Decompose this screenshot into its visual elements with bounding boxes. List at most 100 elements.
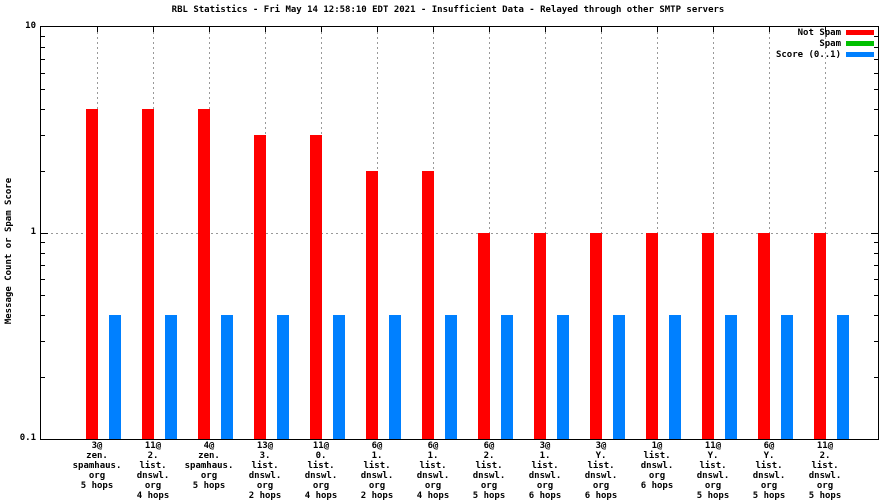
x-category-label: 6@ 2. list. dnswl. org 5 hops bbox=[472, 441, 506, 501]
x-tic-top bbox=[657, 27, 658, 32]
y-tick-label: 0.1 bbox=[19, 433, 36, 443]
x-category-label: 3@ zen. spamhaus. org 5 hops bbox=[72, 441, 122, 491]
bar-score-0-1- bbox=[221, 315, 233, 439]
y-tic-minor bbox=[41, 253, 45, 254]
legend-row: Not Spam bbox=[776, 27, 874, 38]
bar-not-spam bbox=[814, 233, 826, 439]
y-tic-minor bbox=[41, 89, 45, 90]
bar-not-spam bbox=[758, 233, 770, 439]
x-category-label: 11@ Y. list. dnswl. org 5 hops bbox=[696, 441, 730, 501]
bar-score-0-1- bbox=[109, 315, 121, 439]
x-category-label: 1@ list. dnswl. org 6 hops bbox=[640, 441, 674, 491]
y-tic-minor bbox=[874, 279, 878, 280]
legend-row: Spam bbox=[776, 38, 874, 49]
bar-not-spam bbox=[702, 233, 714, 439]
bar-not-spam bbox=[254, 135, 266, 439]
legend-label: Spam bbox=[819, 38, 841, 49]
x-tic-top bbox=[97, 27, 98, 32]
x-tic-top bbox=[601, 27, 602, 32]
y-tic-minor bbox=[41, 295, 45, 296]
legend-swatch bbox=[846, 30, 874, 35]
x-tic-top bbox=[321, 27, 322, 32]
bar-score-0-1- bbox=[501, 315, 513, 439]
bar-score-0-1- bbox=[613, 315, 625, 439]
y-tic-minor bbox=[874, 89, 878, 90]
bar-score-0-1- bbox=[837, 315, 849, 439]
bar-score-0-1- bbox=[165, 315, 177, 439]
y-tic-minor bbox=[874, 341, 878, 342]
x-category-label: 4@ zen. spamhaus. org 5 hops bbox=[184, 441, 234, 491]
y-tic-minor bbox=[874, 265, 878, 266]
y-tic-minor bbox=[874, 135, 878, 136]
bar-not-spam bbox=[422, 171, 434, 439]
y-tic-minor bbox=[41, 73, 45, 74]
bar-not-spam bbox=[310, 135, 322, 439]
x-category-label: 6@ 1. list. dnswl. org 2 hops bbox=[360, 441, 394, 501]
legend: Not Spam Spam Score (0..1) bbox=[776, 27, 874, 60]
x-category-label: 3@ 1. list. dnswl. org 6 hops bbox=[528, 441, 562, 501]
y-tic-minor bbox=[874, 253, 878, 254]
x-category-label: 3@ Y. list. dnswl. org 6 hops bbox=[584, 441, 618, 501]
x-tic-top bbox=[265, 27, 266, 32]
y-tick-label: 1 bbox=[30, 227, 36, 237]
y-tic-minor bbox=[41, 265, 45, 266]
y-tic-minor bbox=[41, 242, 45, 243]
y-tic-major bbox=[871, 233, 878, 234]
x-tic-top bbox=[489, 27, 490, 32]
y-tic-major bbox=[41, 233, 48, 234]
chart-title: RBL Statistics - Fri May 14 12:58:10 EDT… bbox=[171, 5, 725, 15]
y-tic-minor bbox=[874, 109, 878, 110]
x-tic-top bbox=[545, 27, 546, 32]
legend-label: Not Spam bbox=[797, 27, 841, 38]
y-tic-minor bbox=[874, 295, 878, 296]
y-tic-minor bbox=[41, 315, 45, 316]
y-tic-minor bbox=[41, 377, 45, 378]
bar-score-0-1- bbox=[277, 315, 289, 439]
bar-not-spam bbox=[534, 233, 546, 439]
bar-score-0-1- bbox=[389, 315, 401, 439]
x-tic-top bbox=[377, 27, 378, 32]
bar-not-spam bbox=[646, 233, 658, 439]
y-axis-label: Message Count or Spam Score bbox=[4, 177, 14, 325]
x-category-label: 11@ 2. list. dnswl. org 4 hops bbox=[136, 441, 170, 501]
x-category-label: 11@ 0. list. dnswl. org 4 hops bbox=[304, 441, 338, 501]
y-tic-minor bbox=[41, 47, 45, 48]
bar-score-0-1- bbox=[669, 315, 681, 439]
y-tic-minor bbox=[874, 47, 878, 48]
y-tic-minor bbox=[874, 315, 878, 316]
x-tic-top bbox=[153, 27, 154, 32]
bar-not-spam bbox=[478, 233, 490, 439]
bar-not-spam bbox=[366, 171, 378, 439]
bar-score-0-1- bbox=[333, 315, 345, 439]
y-tic-minor bbox=[41, 36, 45, 37]
legend-swatch bbox=[846, 41, 874, 46]
bar-not-spam bbox=[198, 109, 210, 439]
y-tic-minor bbox=[41, 109, 45, 110]
y-tic-minor bbox=[41, 171, 45, 172]
legend-row: Score (0..1) bbox=[776, 49, 874, 60]
y-tic-minor bbox=[41, 135, 45, 136]
x-tic-top bbox=[433, 27, 434, 32]
y-tic-minor bbox=[874, 171, 878, 172]
y-tic-minor bbox=[874, 377, 878, 378]
bar-score-0-1- bbox=[781, 315, 793, 439]
x-category-label: 13@ 3. list. dnswl. org 2 hops bbox=[248, 441, 282, 501]
y-tic-minor bbox=[874, 59, 878, 60]
y-tic-minor bbox=[874, 73, 878, 74]
bar-not-spam bbox=[86, 109, 98, 439]
legend-label: Score (0..1) bbox=[775, 49, 841, 60]
y-tic-minor bbox=[41, 279, 45, 280]
bar-not-spam bbox=[590, 233, 602, 439]
y-tic-minor bbox=[874, 36, 878, 37]
x-tic-top bbox=[769, 27, 770, 32]
x-category-label: 11@ 2. list. dnswl. org 5 hops bbox=[808, 441, 842, 501]
y-tick-label: 10 bbox=[25, 21, 36, 31]
x-category-label: 6@ Y. list. dnswl. org 5 hops bbox=[752, 441, 786, 501]
h-gridline bbox=[41, 233, 878, 234]
x-tic-top bbox=[209, 27, 210, 32]
x-category-label: 6@ 1. list. dnswl. org 4 hops bbox=[416, 441, 450, 501]
bar-score-0-1- bbox=[557, 315, 569, 439]
x-tic-top bbox=[825, 27, 826, 32]
y-tic-minor bbox=[41, 341, 45, 342]
